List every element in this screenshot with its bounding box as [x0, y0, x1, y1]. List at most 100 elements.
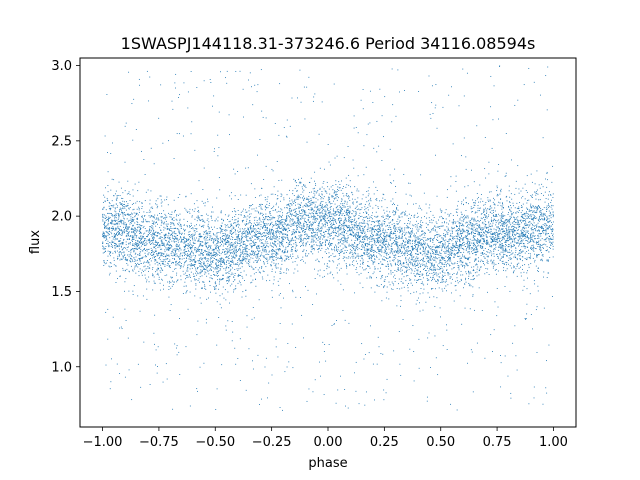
- data-point: [239, 255, 241, 257]
- data-point: [413, 261, 415, 262]
- data-point: [329, 214, 331, 216]
- data-point: [286, 217, 288, 219]
- data-point: [493, 238, 495, 240]
- data-point: [342, 289, 344, 291]
- data-point: [245, 258, 247, 260]
- data-point: [355, 361, 357, 363]
- data-point: [501, 243, 503, 245]
- data-point: [500, 243, 501, 245]
- data-point: [333, 231, 335, 233]
- data-point: [108, 216, 110, 218]
- data-point: [333, 237, 335, 239]
- data-point: [102, 209, 104, 210]
- data-point: [495, 215, 497, 216]
- data-point: [234, 247, 236, 249]
- data-point: [408, 213, 410, 215]
- data-point: [111, 219, 113, 221]
- data-point: [444, 240, 446, 242]
- data-point: [478, 226, 480, 228]
- data-point: [279, 278, 281, 280]
- data-point: [374, 268, 376, 270]
- data-point: [169, 237, 171, 239]
- data-point: [432, 214, 434, 216]
- chart-title: 1SWASPJ144118.31-373246.6 Period 34116.0…: [121, 34, 536, 53]
- data-point: [538, 229, 540, 231]
- data-point: [302, 217, 304, 219]
- data-point: [311, 238, 313, 240]
- data-point: [462, 68, 464, 70]
- data-point: [406, 263, 408, 265]
- data-point: [542, 230, 544, 232]
- data-point: [387, 263, 389, 265]
- data-point: [526, 251, 528, 253]
- data-point: [172, 235, 173, 237]
- data-point: [142, 256, 144, 258]
- data-point: [172, 248, 174, 250]
- data-point: [395, 264, 396, 266]
- data-point: [120, 238, 122, 239]
- data-point: [237, 249, 239, 251]
- data-point: [312, 202, 314, 204]
- data-point: [247, 167, 249, 169]
- data-point: [339, 233, 341, 234]
- data-point: [514, 325, 516, 327]
- data-point: [141, 225, 143, 227]
- data-point: [329, 203, 331, 205]
- data-point: [317, 270, 319, 272]
- data-point: [191, 251, 193, 253]
- data-point: [123, 230, 125, 232]
- data-point: [109, 252, 111, 253]
- data-point: [343, 241, 345, 243]
- data-point: [129, 222, 131, 223]
- data-point: [350, 219, 352, 221]
- data-point: [287, 238, 289, 240]
- data-point: [463, 249, 465, 251]
- data-point: [348, 218, 349, 220]
- data-point: [125, 258, 127, 260]
- data-point: [397, 265, 399, 266]
- data-point: [490, 226, 491, 228]
- data-point: [328, 256, 330, 258]
- data-point: [515, 249, 517, 251]
- data-point: [150, 215, 152, 217]
- data-point: [151, 223, 153, 224]
- data-point: [325, 220, 326, 222]
- data-point: [219, 249, 221, 251]
- data-point: [444, 235, 446, 237]
- data-point: [210, 82, 212, 83]
- data-point: [528, 226, 529, 228]
- data-point: [108, 207, 110, 209]
- data-point: [347, 407, 349, 409]
- data-point: [238, 280, 240, 282]
- data-point: [526, 231, 528, 233]
- data-point: [341, 250, 343, 252]
- data-point: [351, 250, 353, 252]
- data-point: [239, 275, 241, 277]
- data-point: [271, 245, 272, 247]
- data-point: [326, 218, 328, 219]
- data-point: [530, 205, 531, 207]
- data-point: [119, 243, 121, 245]
- data-point: [510, 216, 512, 218]
- data-point: [439, 262, 441, 264]
- data-point: [238, 275, 239, 277]
- data-point: [460, 260, 462, 262]
- data-point: [428, 245, 430, 247]
- data-point: [314, 216, 316, 217]
- data-point: [470, 228, 472, 230]
- data-point: [503, 267, 505, 269]
- data-point: [437, 246, 439, 248]
- data-point: [278, 250, 280, 252]
- data-point: [109, 203, 111, 205]
- data-point: [266, 230, 268, 232]
- data-point: [412, 265, 414, 267]
- data-point: [199, 297, 201, 299]
- data-point: [333, 277, 335, 279]
- data-point: [307, 202, 309, 203]
- data-point: [493, 231, 495, 233]
- data-point: [185, 278, 186, 280]
- data-point: [530, 253, 531, 255]
- data-point: [114, 245, 115, 247]
- data-point: [267, 231, 269, 233]
- data-point: [541, 252, 542, 254]
